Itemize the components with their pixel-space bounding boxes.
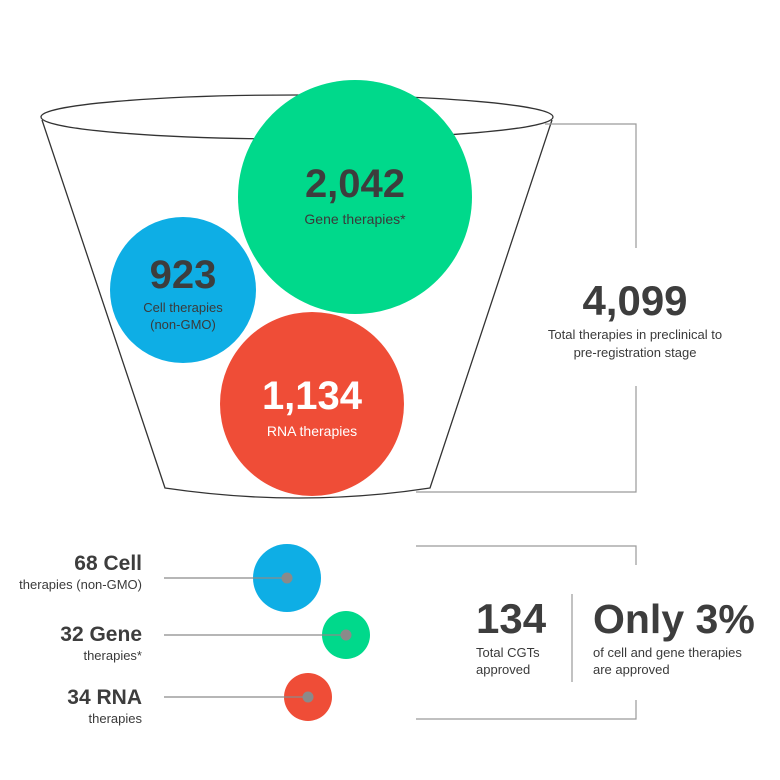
rna-value: 1,134 <box>261 374 363 418</box>
approved-rna-label: 34 RNA therapies <box>0 686 142 728</box>
approved-cell-label: 68 Cell therapies (non-GMO) <box>0 552 142 594</box>
approved-share-stat: Only 3% of cell and gene therapies are a… <box>593 596 779 678</box>
leader-lines <box>164 577 346 698</box>
gene-value: 2,042 <box>304 162 406 206</box>
rna-label: RNA therapies <box>266 423 358 439</box>
cell-stat: 923 Cell therapies (non-GMO) <box>113 253 253 333</box>
approved-total-stat: 134 Total CGTs approved <box>476 596 568 678</box>
cell-circle <box>110 217 256 363</box>
approved-gene-count: 32 Gene <box>60 623 142 646</box>
approved-cell-desc: therapies (non-GMO) <box>19 577 142 592</box>
rna-stat: 1,134 RNA therapies <box>212 374 412 440</box>
gene-circle <box>238 80 472 314</box>
approved-total-value: 134 <box>476 595 547 642</box>
total-bracket <box>416 123 637 493</box>
approved-total-label-line2: approved <box>476 662 531 677</box>
rna-circle <box>220 312 404 496</box>
funnel-body <box>41 119 553 499</box>
cell-label-line1: Cell therapies <box>143 300 223 315</box>
approved-share-label-line1: of cell and gene therapies <box>593 645 742 660</box>
gene-stat: 2,042 Gene therapies* <box>255 162 455 228</box>
approved-total-label-line1: Total CGTs <box>476 645 540 660</box>
total-stat: 4,099 Total therapies in preclinical to … <box>520 278 750 362</box>
total-label-line2: pre-registration stage <box>573 345 697 360</box>
approved-gene-desc: therapies* <box>83 648 142 663</box>
gene-label: Gene therapies* <box>304 211 406 227</box>
approved-share-label-line2: are approved <box>593 662 670 677</box>
approved-bracket <box>416 545 637 720</box>
approved-cell-count: 68 Cell <box>74 552 142 575</box>
leader-dots <box>281 572 352 703</box>
cell-label-line2: (non-GMO) <box>150 317 216 332</box>
cell-value: 923 <box>149 253 217 297</box>
approved-share-value: Only 3% <box>593 596 755 642</box>
approved-rna-desc: therapies <box>88 711 142 726</box>
approved-gene-label: 32 Gene therapies* <box>0 623 142 665</box>
total-label-line1: Total therapies in preclinical to <box>547 327 723 342</box>
total-value: 4,099 <box>582 277 688 324</box>
approved-rna-count: 34 RNA <box>67 686 142 709</box>
